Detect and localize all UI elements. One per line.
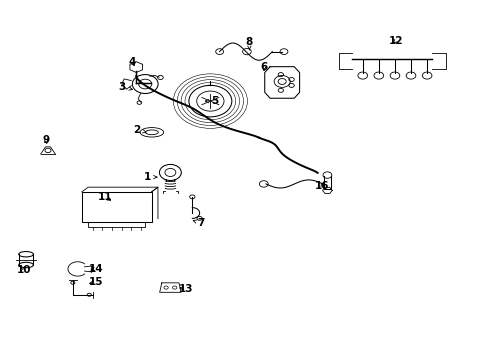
Text: 11: 11 [98,192,113,202]
Text: 12: 12 [387,36,402,46]
Text: 2: 2 [132,125,146,135]
Text: 13: 13 [179,284,193,294]
Text: 8: 8 [245,37,252,50]
Bar [88,222,145,227]
Text: 9: 9 [42,135,49,145]
Text: 6: 6 [260,62,267,72]
Text: 3: 3 [118,82,132,92]
Text: 7: 7 [193,218,204,228]
Text: 10: 10 [16,265,31,275]
Text: 4: 4 [128,57,136,67]
Text: 1: 1 [143,172,157,182]
Text: 14: 14 [88,264,103,274]
Text: 5: 5 [205,96,219,106]
Text: 15: 15 [88,277,103,287]
Text: 16: 16 [315,181,329,192]
Bar [81,192,151,222]
